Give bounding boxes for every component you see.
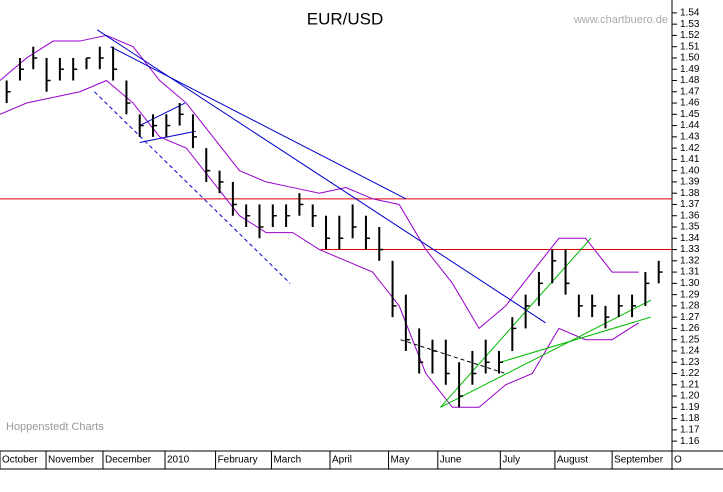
y-tick-label: 1.33 (680, 244, 700, 255)
trendline (440, 299, 651, 408)
x-tick-label: 2010 (167, 455, 190, 466)
y-tick-label: 1.20 (680, 391, 700, 402)
y-tick-label: 1.36 (680, 210, 700, 221)
y-tick-label: 1.25 (680, 334, 700, 345)
trendline (139, 102, 186, 127)
x-tick-label: April (332, 455, 352, 466)
y-tick-label: 1.39 (680, 177, 700, 188)
y-tick-label: 1.54 (680, 8, 700, 19)
y-tick-label: 1.51 (680, 41, 700, 52)
x-tick-label: May (391, 455, 410, 466)
y-tick-label: 1.43 (680, 131, 700, 142)
y-tick-label: 1.35 (680, 222, 700, 233)
y-tick-label: 1.30 (680, 278, 700, 289)
trendline (94, 91, 291, 284)
y-tick-label: 1.34 (680, 233, 700, 244)
y-tick-label: 1.18 (680, 413, 700, 424)
y-tick-label: 1.28 (680, 301, 700, 312)
y-tick-label: 1.21 (680, 379, 700, 390)
x-tick-label: September (614, 455, 664, 466)
y-tick-label: 1.22 (680, 368, 700, 379)
y-tick-label: 1.40 (680, 165, 700, 176)
y-tick-label: 1.29 (680, 289, 700, 300)
y-tick-label: 1.26 (680, 323, 700, 334)
x-tick-label: December (105, 455, 152, 466)
y-tick-label: 1.31 (680, 267, 700, 278)
y-tick-label: 1.27 (680, 312, 700, 323)
y-tick-label: 1.49 (680, 64, 700, 75)
y-tick-label: 1.37 (680, 199, 700, 210)
y-tick-label: 1.24 (680, 346, 700, 357)
x-tick-label: June (440, 455, 462, 466)
trendline (400, 339, 506, 374)
trendline (110, 46, 407, 200)
y-tick-label: 1.48 (680, 75, 700, 86)
y-tick-label: 1.17 (680, 424, 700, 435)
x-tick-label: March (273, 455, 301, 466)
x-tick-label: August (557, 455, 588, 466)
source: www.chartbuero.de (573, 14, 668, 26)
x-tick-label: October (2, 455, 38, 466)
trendline (500, 316, 651, 363)
y-tick-label: 1.23 (680, 357, 700, 368)
chart-title: EUR/USD (307, 9, 384, 28)
y-tick-label: 1.32 (680, 255, 700, 266)
x-tick-label: O (674, 455, 682, 466)
x-tick-label: November (48, 455, 95, 466)
y-tick-label: 1.44 (680, 120, 700, 131)
y-tick-label: 1.38 (680, 188, 700, 199)
y-tick-label: 1.52 (680, 30, 700, 41)
y-tick-label: 1.16 (680, 436, 700, 447)
y-tick-label: 1.46 (680, 98, 700, 109)
y-tick-label: 1.19 (680, 402, 700, 413)
y-tick-label: 1.42 (680, 143, 700, 154)
y-tick-label: 1.45 (680, 109, 700, 120)
trendline (139, 130, 196, 143)
footer: Hoppenstedt Charts (6, 421, 104, 433)
x-tick-label: July (502, 455, 520, 466)
y-tick-label: 1.50 (680, 53, 700, 64)
x-tick-label: February (218, 455, 258, 466)
y-tick-label: 1.41 (680, 154, 700, 165)
y-tick-label: 1.53 (680, 19, 700, 30)
y-tick-label: 1.47 (680, 86, 700, 97)
bollinger-lower (0, 79, 640, 408)
